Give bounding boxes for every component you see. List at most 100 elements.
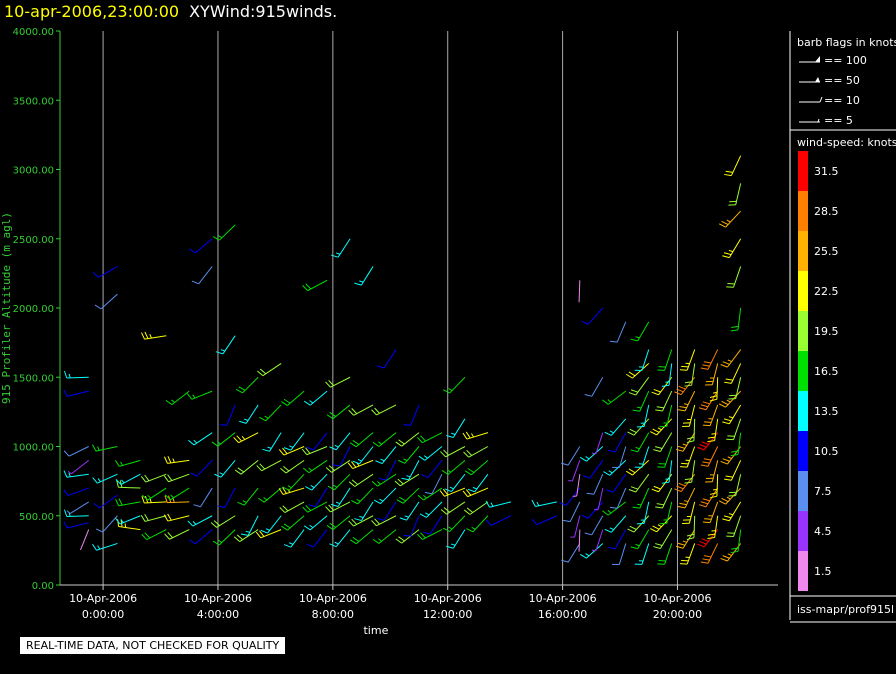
wind-barb bbox=[709, 474, 719, 499]
barb-full-tick bbox=[141, 533, 148, 540]
wind-barb bbox=[446, 529, 466, 549]
barb-half-tick bbox=[471, 433, 475, 438]
barb-full-tick bbox=[684, 381, 693, 384]
barb-staff bbox=[401, 432, 420, 447]
barb-staff bbox=[239, 529, 259, 543]
barb-full-tick bbox=[234, 469, 242, 475]
barb-full-tick bbox=[652, 525, 660, 530]
barb-staff bbox=[688, 501, 696, 524]
wind-barb bbox=[440, 446, 466, 458]
barb-full-tick bbox=[443, 449, 449, 456]
wind-barb bbox=[212, 529, 236, 546]
barb-full-tick bbox=[280, 467, 287, 474]
barb-full-tick bbox=[679, 502, 687, 506]
barb-full-tick bbox=[420, 435, 426, 442]
barb-full-tick bbox=[462, 490, 469, 497]
wind-barb bbox=[308, 487, 328, 508]
wind-barb bbox=[632, 390, 650, 412]
wind-barb bbox=[257, 487, 282, 503]
wind-barb bbox=[726, 266, 742, 288]
wind-barb bbox=[464, 459, 489, 476]
barb-staff bbox=[200, 487, 213, 507]
barb-full-tick bbox=[191, 280, 199, 285]
barb-full-tick bbox=[95, 528, 103, 533]
barb-staff bbox=[220, 460, 236, 478]
x-tick-time-1: 4:00:00 bbox=[197, 608, 239, 621]
wind-barb bbox=[655, 487, 673, 509]
barb-full-tick bbox=[163, 514, 169, 522]
barb-staff bbox=[688, 404, 696, 427]
barb-full-tick bbox=[466, 449, 473, 456]
barb-full-tick bbox=[653, 388, 661, 393]
barb-full-tick bbox=[584, 394, 592, 397]
barb-full-tick bbox=[723, 418, 732, 422]
barb-full-tick bbox=[681, 559, 689, 562]
barb-full-tick bbox=[465, 431, 471, 439]
barb-half-tick bbox=[608, 470, 613, 474]
barb-full-tick bbox=[92, 444, 97, 452]
barb-half-tick bbox=[97, 545, 101, 550]
barb-full-tick bbox=[723, 252, 732, 256]
barb-full-tick bbox=[421, 474, 429, 478]
barb-full-tick bbox=[329, 412, 336, 418]
barb-full-tick bbox=[582, 475, 591, 479]
wind-barb bbox=[373, 487, 397, 505]
barb-staff bbox=[198, 266, 213, 285]
barb-full-tick bbox=[628, 371, 636, 377]
barb-full-tick bbox=[464, 470, 472, 476]
barb-full-tick bbox=[704, 518, 712, 520]
barb-staff bbox=[635, 473, 650, 493]
barb-staff bbox=[709, 404, 719, 426]
barb-full-tick bbox=[371, 409, 377, 416]
barb-half-tick bbox=[451, 543, 456, 546]
barb-full-tick bbox=[167, 531, 173, 539]
barb-half-tick bbox=[425, 512, 430, 516]
barb-staff bbox=[308, 459, 328, 474]
barb-staff bbox=[267, 515, 282, 534]
barb-full-tick bbox=[707, 533, 716, 536]
barb-staff bbox=[730, 155, 742, 176]
barb-staff bbox=[306, 446, 328, 456]
wind-barb bbox=[446, 418, 466, 438]
barb-half-tick bbox=[635, 544, 640, 547]
barb-full-tick bbox=[686, 436, 695, 440]
barb-full-tick bbox=[283, 447, 292, 451]
barb-staff bbox=[67, 522, 89, 529]
barb-full-tick bbox=[676, 485, 684, 490]
barb-full-tick bbox=[278, 488, 284, 495]
barb-full-tick bbox=[401, 477, 409, 481]
barb-staff bbox=[595, 529, 604, 551]
barb-full-tick bbox=[653, 546, 661, 549]
barb-legend-title: barb flags in knots bbox=[797, 36, 896, 49]
wind-barb bbox=[679, 543, 696, 565]
barb-staff bbox=[429, 515, 443, 535]
wind-barb bbox=[115, 498, 141, 507]
barb-full-tick bbox=[700, 561, 709, 564]
speed-label-4: 19.5 bbox=[814, 325, 839, 338]
barb-full-tick bbox=[702, 558, 710, 561]
barb-full-tick bbox=[702, 521, 711, 524]
wind-barb bbox=[604, 515, 627, 533]
wind-barb bbox=[371, 404, 397, 416]
wind-barb bbox=[467, 473, 489, 493]
barb-staff bbox=[735, 377, 742, 399]
barb-full-tick bbox=[443, 389, 450, 394]
barb-half-tick bbox=[726, 496, 731, 500]
barb-full-tick bbox=[722, 555, 730, 559]
barb-full-tick bbox=[559, 502, 567, 506]
barb-full-tick bbox=[684, 384, 692, 387]
barb-half-tick bbox=[378, 441, 382, 445]
wind-barb bbox=[348, 515, 374, 527]
barb-staff bbox=[472, 515, 489, 533]
barb-full-tick bbox=[632, 409, 640, 412]
wind-barb bbox=[659, 501, 673, 525]
barb-staff bbox=[222, 335, 236, 355]
barb-staff bbox=[686, 446, 696, 468]
wind-barb bbox=[722, 238, 742, 259]
barb-staff bbox=[381, 446, 397, 464]
barb-staff bbox=[68, 446, 89, 457]
wind-barb bbox=[661, 460, 673, 484]
wind-barb bbox=[677, 487, 696, 509]
barb-staff bbox=[283, 446, 305, 456]
barb-full-tick bbox=[398, 536, 405, 542]
